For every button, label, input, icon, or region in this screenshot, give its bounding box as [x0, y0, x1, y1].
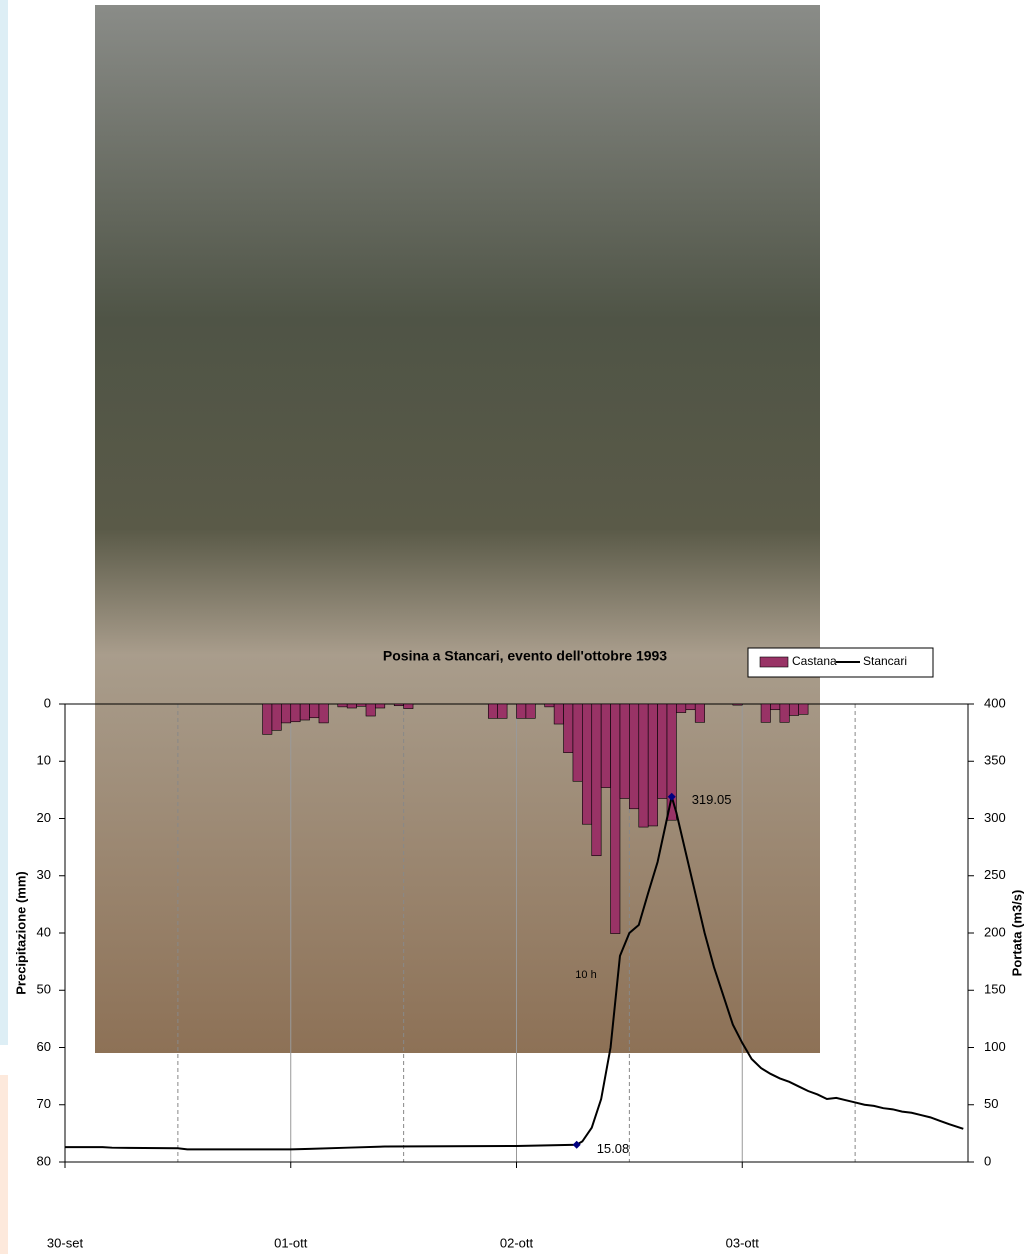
bar [733, 704, 742, 705]
page: {"chart_data": { "type": "bar-line", "ti… [0, 0, 1031, 1254]
legend-label: Castana [792, 654, 837, 668]
y-tick-label: 10 [37, 753, 51, 768]
bar [554, 704, 563, 724]
bar [347, 704, 356, 708]
chart-title: Posina a Stancari, evento dell'ottobre 1… [383, 648, 667, 664]
bar [272, 704, 281, 730]
side-strip [0, 1075, 8, 1254]
bar [366, 704, 375, 716]
y-tick-label: 30 [37, 867, 51, 882]
y2-tick-label: 200 [984, 924, 1006, 939]
bar [310, 704, 319, 718]
bar [300, 704, 309, 720]
bar [629, 704, 638, 809]
data-label: 15.08 [597, 1141, 630, 1156]
y2-tick-label: 400 [984, 695, 1006, 710]
x-tick-label: 03-ott [726, 1235, 760, 1250]
background-photo [95, 5, 820, 1053]
y-tick-label: 60 [37, 1039, 51, 1054]
side-strip [0, 0, 8, 1045]
chart: Posina a Stancari, evento dell'ottobre 1… [0, 0, 1031, 1254]
bar [404, 704, 413, 709]
y-tick-label: 40 [37, 924, 51, 939]
bar [573, 704, 582, 781]
bar [789, 704, 798, 715]
bar [676, 704, 685, 713]
bar [291, 704, 300, 722]
bar [639, 704, 648, 827]
bar [686, 704, 695, 710]
bar [799, 704, 808, 714]
bar [592, 704, 601, 856]
y2-tick-label: 50 [984, 1096, 998, 1111]
bar [498, 704, 507, 718]
y-tick-label: 0 [44, 695, 51, 710]
bar [488, 704, 497, 718]
annotation: 10 h [575, 969, 596, 981]
bar [611, 704, 620, 934]
bar [564, 704, 573, 753]
bar [582, 704, 591, 824]
bar [281, 704, 290, 723]
x-tick-label: 30-set [47, 1235, 84, 1250]
bar [357, 704, 366, 706]
legend-label: Stancari [863, 654, 907, 668]
y2-tick-label: 250 [984, 867, 1006, 882]
bar [658, 704, 667, 798]
bar [761, 704, 770, 722]
y2-tick-label: 300 [984, 810, 1006, 825]
bar [780, 704, 789, 722]
y-tick-label: 20 [37, 810, 51, 825]
y-tick-label: 70 [37, 1096, 51, 1111]
x-tick-label: 01-ott [274, 1235, 308, 1250]
y2-axis-label: Portata (m3/s) [1009, 890, 1024, 977]
bar [375, 704, 384, 708]
y-tick-label: 50 [37, 982, 51, 997]
bar [526, 704, 535, 718]
y2-tick-label: 350 [984, 753, 1006, 768]
bar [695, 704, 704, 722]
bar [620, 704, 629, 798]
y-tick-label: 80 [37, 1153, 51, 1168]
y2-tick-label: 150 [984, 982, 1006, 997]
bar [770, 704, 779, 710]
bar [517, 704, 526, 718]
bar [394, 704, 403, 706]
legend-swatch [760, 657, 788, 667]
y-axis-label: Precipitazione (mm) [13, 871, 28, 995]
bar [545, 704, 554, 707]
data-label: 319.05 [692, 792, 732, 807]
x-tick-label: 02-ott [500, 1235, 534, 1250]
bar [319, 704, 328, 723]
y2-tick-label: 0 [984, 1153, 991, 1168]
bar [601, 704, 610, 788]
bar [263, 704, 272, 734]
bar [648, 704, 657, 826]
bar [338, 704, 347, 707]
y2-tick-label: 100 [984, 1039, 1006, 1054]
bar [667, 704, 676, 820]
